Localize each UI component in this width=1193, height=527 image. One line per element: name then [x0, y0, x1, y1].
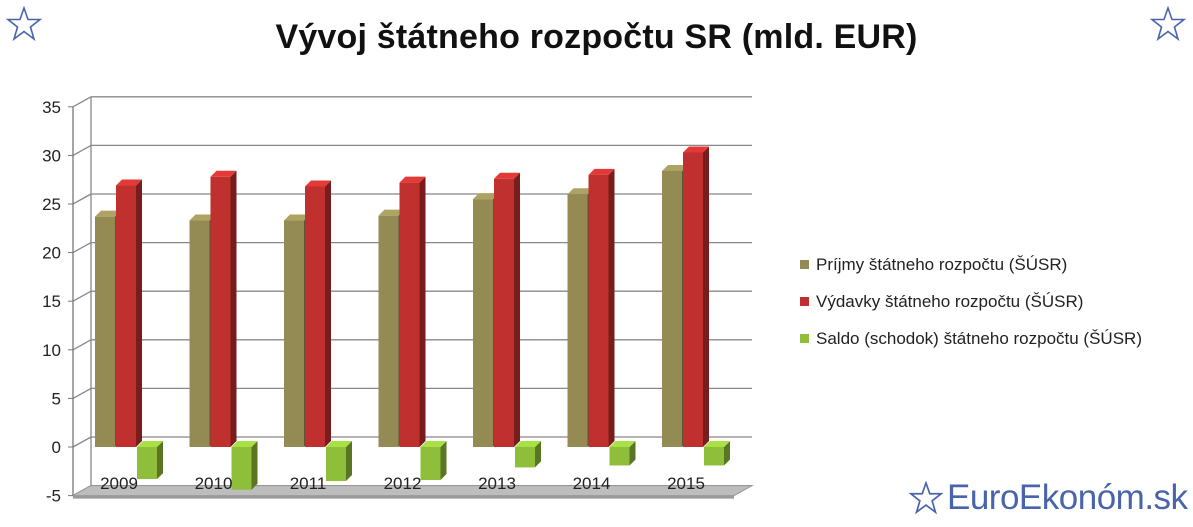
bar-balance	[515, 447, 535, 468]
bar-expense-side	[514, 172, 520, 447]
bar-balance-top	[326, 441, 352, 447]
bar-balance-top	[515, 441, 541, 447]
y-tick-label: 15	[42, 292, 61, 311]
bar-income	[284, 220, 304, 447]
legend-swatch-balance	[800, 334, 809, 343]
bar-expense-top	[305, 180, 331, 187]
bar-income-top	[284, 214, 310, 221]
bar-balance	[704, 447, 724, 466]
bar-balance-top	[137, 441, 163, 447]
y-tick-label: 10	[42, 341, 61, 360]
brand-text: EuroEkonóm.sk	[947, 478, 1188, 517]
bar-balance	[231, 447, 252, 490]
chart-legend: Príjmy štátneho rozpočtu (ŠÚSR) Výdavky …	[800, 246, 1142, 357]
bar-expense	[683, 152, 703, 447]
bar-expense-side	[703, 146, 709, 447]
bar-balance-top	[231, 441, 258, 447]
bar-expense-side	[325, 180, 331, 447]
bar-expense-top	[588, 168, 615, 175]
bar-expense-side	[419, 176, 426, 447]
gridline-side	[72, 339, 92, 351]
legend-label-income: Príjmy štátneho rozpočtu (ŠÚSR)	[816, 254, 1068, 274]
legend-item-balance: Saldo (schodok) štátneho rozpočtu (ŠÚSR)	[800, 320, 1142, 357]
x-tick-label: 2012	[384, 474, 422, 493]
brand-logo: EuroEkonóm.sk	[909, 478, 1188, 518]
legend-swatch-expense	[800, 297, 809, 306]
bar-balance-side	[440, 441, 447, 481]
bar-balance-side	[724, 441, 730, 466]
bar-balance	[137, 447, 157, 480]
x-tick-label: 2011	[290, 474, 327, 493]
bar-balance-top	[609, 441, 636, 447]
star-outline-icon	[6, 6, 42, 42]
star-outline-icon	[1150, 6, 1186, 42]
bar-balance-side	[157, 441, 163, 480]
bar-expense	[116, 185, 136, 448]
bar-income-top	[473, 193, 499, 200]
bar-balance	[609, 447, 630, 466]
bar-income-top	[378, 209, 405, 216]
gridline-side	[72, 193, 92, 205]
star-outline-icon	[909, 481, 943, 515]
bar-income	[189, 220, 210, 447]
bar-balance-top	[704, 441, 730, 447]
x-tick-label: 2015	[667, 474, 705, 493]
legend-swatch-income	[800, 260, 809, 269]
bar-expense	[399, 182, 420, 447]
y-tick-label: 5	[52, 389, 61, 408]
bar-expense-top	[210, 170, 237, 177]
x-tick-label: 2009	[100, 474, 138, 493]
bar-expense	[494, 178, 514, 447]
y-tick-label: 35	[42, 98, 61, 117]
bar-income-top	[95, 210, 121, 217]
bar-expense-top	[116, 179, 142, 186]
legend-item-expense: Výdavky štátneho rozpočtu (ŠÚSR)	[800, 283, 1142, 320]
bar-income	[378, 215, 399, 447]
chart-title: Vývoj štátneho rozpočtu SR (mld. EUR)	[275, 18, 918, 56]
bar-balance-side	[251, 441, 258, 490]
bar-expense-side	[136, 179, 142, 448]
legend-label-balance: Saldo (schodok) štátneho rozpočtu (ŠÚSR)	[816, 328, 1142, 348]
y-tick-label: 25	[42, 195, 61, 214]
bar-income	[567, 194, 588, 447]
bar-expense-side	[608, 168, 615, 447]
x-tick-label: 2013	[478, 474, 516, 493]
bar-balance-side	[535, 441, 541, 468]
x-tick-label: 2010	[195, 474, 233, 493]
y-tick-label: 20	[42, 244, 61, 263]
bar-balance-side	[346, 441, 352, 482]
bar-balance	[326, 447, 346, 482]
gridline-side	[72, 290, 92, 302]
bar-expense-top	[399, 176, 426, 183]
bar-expense-side	[230, 170, 237, 447]
bar-balance-side	[629, 441, 636, 466]
gridline-side	[72, 436, 92, 448]
bar-income-top	[567, 188, 594, 195]
bar-income	[95, 216, 115, 447]
y-tick-label: 30	[42, 146, 61, 165]
bar-expense-top	[494, 172, 520, 179]
bar-income	[662, 170, 682, 447]
bar-expense-top	[683, 146, 709, 153]
x-tick-label: 2014	[573, 474, 611, 493]
bar-expense	[210, 176, 231, 447]
gridline-side	[72, 387, 92, 399]
y-tick-label: -5	[46, 487, 61, 506]
legend-label-expense: Výdavky štátneho rozpočtu (ŠÚSR)	[816, 291, 1084, 311]
chart-floor-edge	[73, 495, 734, 499]
bar-balance-top	[420, 441, 447, 447]
bar-income-top	[662, 164, 688, 171]
bar-expense	[305, 186, 325, 447]
gridline-side	[72, 144, 92, 156]
gridline-side	[72, 96, 92, 108]
legend-item-income: Príjmy štátneho rozpočtu (ŠÚSR)	[800, 246, 1142, 283]
y-tick-label: 0	[52, 438, 61, 457]
bar-income-top	[189, 214, 216, 221]
gridline-side	[72, 242, 92, 254]
bar-income	[473, 199, 493, 447]
bar-expense	[588, 174, 609, 447]
bar-balance	[420, 447, 441, 481]
